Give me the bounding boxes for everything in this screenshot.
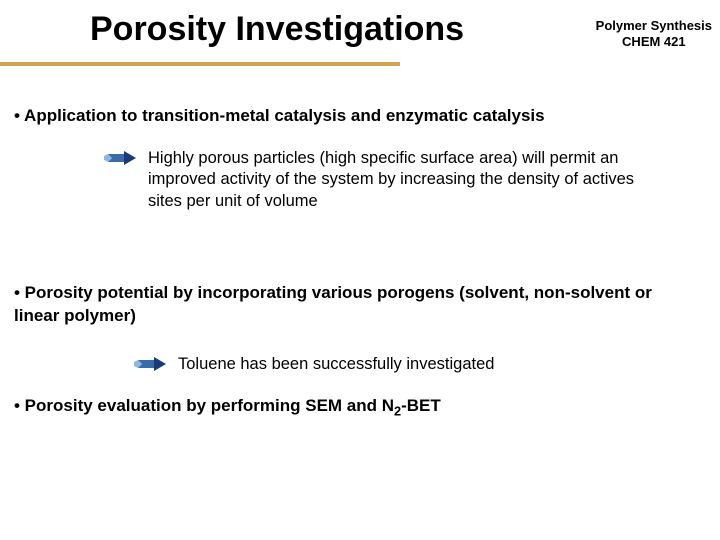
arrow-icon: [104, 150, 136, 166]
divider-white: [400, 62, 720, 66]
b3-prefix: • Porosity evaluation by performing SEM …: [14, 396, 394, 415]
bullet-porogens: • Porosity potential by incorporating va…: [14, 282, 700, 328]
sub-bullet-2-text: Toluene has been successfully investigat…: [178, 354, 494, 375]
course-code: CHEM 421: [596, 34, 712, 50]
arrow-icon: [134, 356, 166, 372]
sub-bullet-row-2: Toluene has been successfully investigat…: [134, 354, 670, 375]
b3-suffix: -BET: [401, 396, 441, 415]
course-label: Polymer Synthesis CHEM 421: [596, 18, 712, 49]
divider-gold: [0, 62, 400, 66]
sub-bullet-row-1: Highly porous particles (high specific s…: [104, 148, 670, 212]
slide-header: Porosity Investigations Polymer Synthesi…: [0, 0, 720, 78]
header-divider: [0, 62, 720, 66]
bullet-evaluation: • Porosity evaluation by performing SEM …: [14, 396, 700, 418]
slide-content: • Application to transition-metal cataly…: [0, 78, 720, 418]
course-name: Polymer Synthesis: [596, 18, 712, 34]
sub-bullet-1-text: Highly porous particles (high specific s…: [148, 148, 670, 212]
bullet-application: • Application to transition-metal cataly…: [14, 106, 700, 126]
